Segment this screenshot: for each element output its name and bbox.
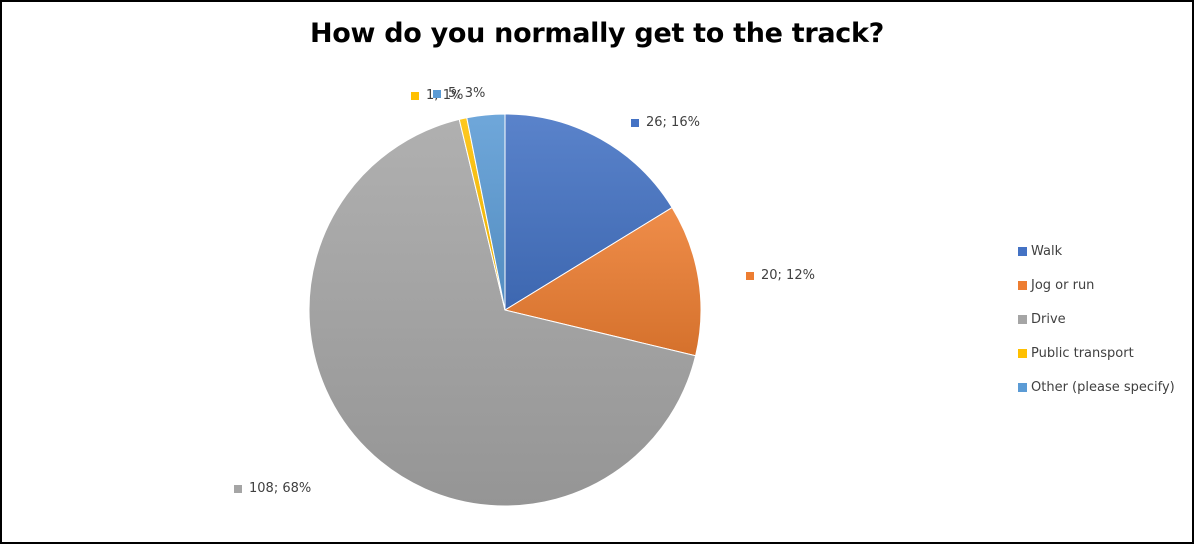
- data-label-walk: 26; 16%: [631, 115, 700, 130]
- pie-slice-drive: [308, 118, 697, 507]
- data-label-jog-or-run: 20; 12%: [746, 268, 815, 283]
- pie-slice-jog-or-run: [503, 206, 702, 357]
- legend: Walk Jog or run Drive Public transport Other…: [1018, 234, 1175, 404]
- legend-item-public-transport: Public transport: [1018, 336, 1175, 370]
- data-label-swatch: [631, 118, 639, 127]
- data-label-drive: 108; 68%: [234, 481, 311, 496]
- legend-swatch: [1018, 314, 1027, 324]
- data-label-text: 20; 12%: [761, 268, 815, 283]
- data-label-swatch: [433, 89, 441, 98]
- legend-label: Public transport: [1031, 345, 1134, 361]
- legend-label: Jog or run: [1031, 277, 1095, 293]
- legend-swatch: [1018, 348, 1027, 358]
- legend-swatch: [1018, 382, 1027, 392]
- legend-item-other-please-specify: Other (please specify): [1018, 370, 1175, 404]
- legend-label: Drive: [1031, 311, 1066, 327]
- legend-label: Walk: [1031, 243, 1063, 259]
- data-label-text: 5; 3%: [448, 86, 486, 101]
- pie-slice-other-please-specify: [466, 113, 506, 311]
- legend-item-drive: Drive: [1018, 302, 1175, 336]
- chart-title: How do you normally get to the track?: [309, 18, 885, 49]
- data-label-swatch: [411, 91, 419, 100]
- data-label-text: 108; 68%: [249, 481, 312, 496]
- data-label-swatch: [234, 484, 242, 493]
- data-label-swatch: [746, 271, 754, 280]
- legend-item-jog-or-run: Jog or run: [1018, 268, 1175, 302]
- pie-slice-walk: [504, 113, 673, 311]
- legend-item-walk: Walk: [1018, 234, 1175, 268]
- data-label-other-please-specify: 5; 3%: [433, 86, 485, 101]
- legend-swatch: [1018, 246, 1027, 256]
- legend-swatch: [1018, 280, 1027, 290]
- legend-label: Other (please specify): [1031, 379, 1175, 395]
- data-label-text: 26; 16%: [646, 115, 700, 130]
